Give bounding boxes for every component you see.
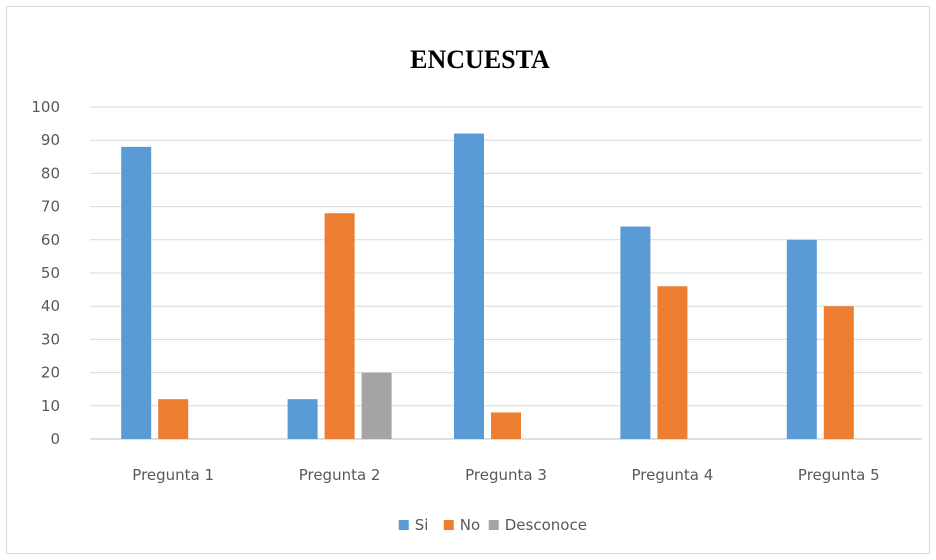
y-tick-label: 0 [50, 430, 60, 448]
y-axis-ticks: 0 10 20 30 40 50 60 70 80 90 100 [31, 98, 60, 448]
y-tick-label: 40 [41, 297, 60, 315]
bar-no-5 [823, 306, 854, 439]
y-tick-label: 30 [41, 330, 60, 348]
legend-swatch-desconoce [488, 520, 499, 530]
bar-no-2 [324, 213, 355, 439]
bar-no-3 [491, 412, 521, 439]
legend-label-desconoce: Desconoce [505, 516, 587, 534]
y-tick-label: 50 [41, 264, 60, 282]
legend: Si No Desconoce [398, 516, 587, 534]
y-tick-label: 10 [41, 397, 60, 415]
bars [121, 133, 854, 439]
y-tick-label: 20 [41, 364, 60, 382]
gridlines [90, 106, 922, 440]
bar-si-5 [786, 239, 817, 439]
legend-label-no: No [460, 516, 480, 534]
x-tick-label: Pregunta 2 [299, 466, 381, 484]
y-tick-label: 60 [41, 231, 60, 249]
bar-si-1 [121, 146, 152, 439]
y-tick-label: 100 [31, 98, 60, 116]
bar-no-1 [158, 399, 189, 439]
x-tick-label: Pregunta 3 [465, 466, 547, 484]
x-axis-ticks: Pregunta 1 Pregunta 2 Pregunta 3 Pregunta 4… [132, 466, 879, 484]
legend-swatch-si [398, 520, 409, 530]
bar-desconoce-2 [361, 372, 392, 439]
bar-si-3 [454, 133, 484, 439]
y-tick-label: 70 [41, 198, 60, 216]
x-tick-label: Pregunta 1 [132, 466, 214, 484]
bar-no-4 [657, 286, 688, 439]
bar-si-4 [620, 226, 651, 439]
y-tick-label: 80 [41, 164, 60, 182]
y-tick-label: 90 [41, 131, 60, 149]
bar-si-2 [287, 399, 318, 439]
x-tick-label: Pregunta 5 [798, 466, 880, 484]
x-tick-label: Pregunta 4 [632, 466, 714, 484]
legend-label-si: Si [415, 516, 429, 534]
chart-title: ENCUESTA [410, 45, 550, 74]
legend-swatch-no [443, 520, 454, 530]
